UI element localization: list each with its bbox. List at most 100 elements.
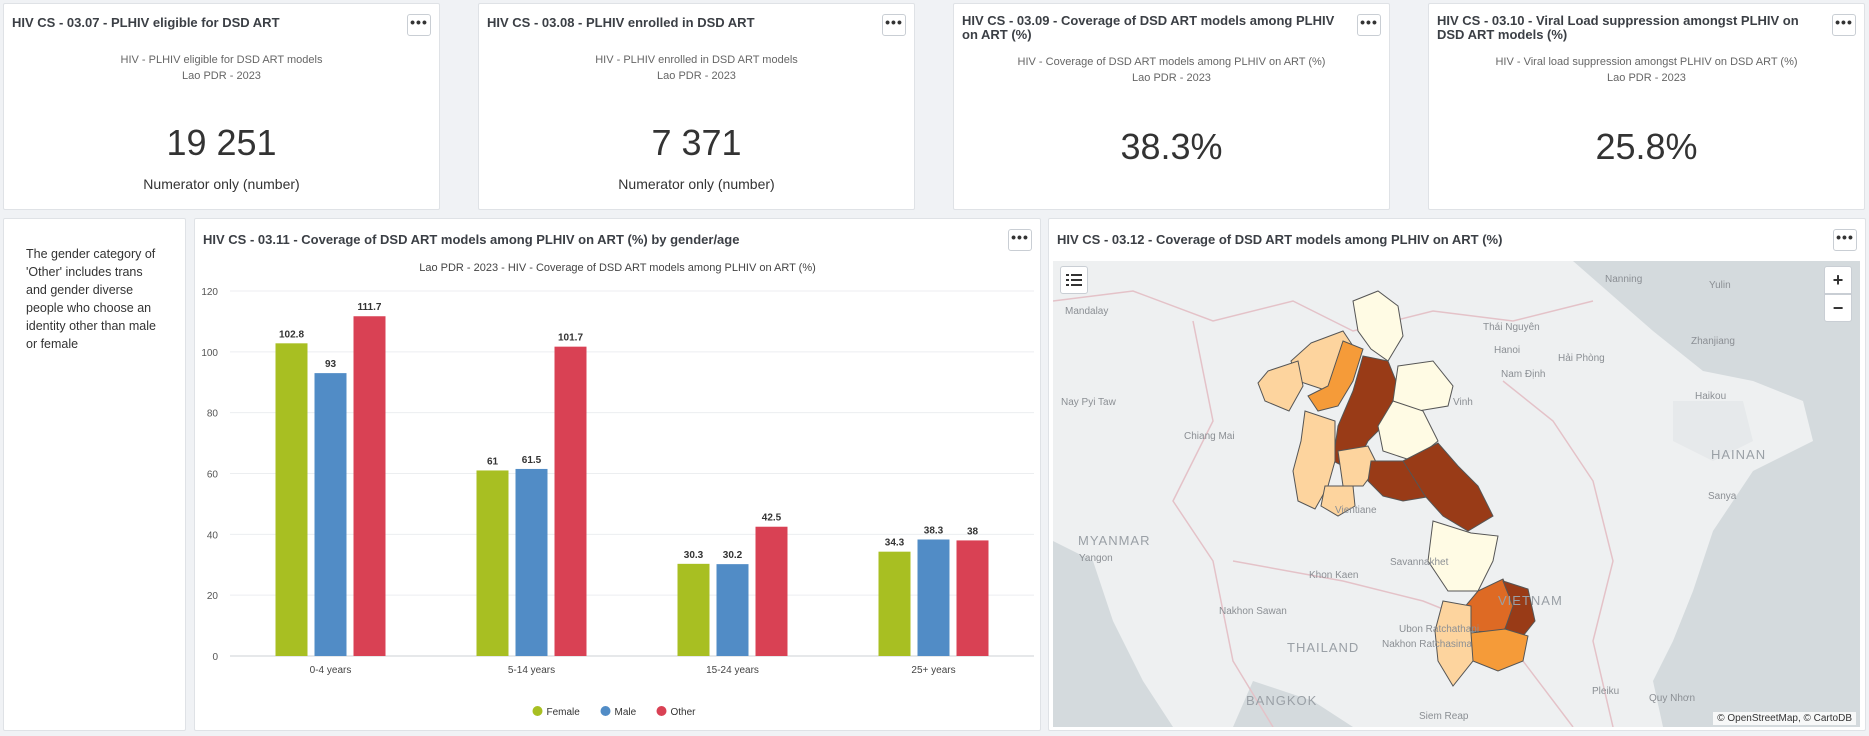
laos-provinces [1257, 290, 1536, 687]
choropleth-map[interactable]: Nanning Yulin Mandalay Thái Nguyên Hanoi… [1053, 261, 1860, 727]
border-line [1053, 290, 1594, 332]
y-tick-label: 80 [207, 409, 219, 420]
kpi-value: 19 251 [166, 122, 277, 163]
bar [353, 316, 386, 656]
kpi-card-enrolled: HIV CS - 03.08 - PLHIV enrolled in DSD A… [478, 3, 915, 210]
border-line [1172, 320, 1274, 727]
place-label: Pleiku [1592, 686, 1620, 697]
sea-area [1053, 541, 1173, 727]
data-label: 42.5 [762, 513, 782, 524]
bar [554, 346, 587, 656]
place-label: Nakhon Ratchasima [1382, 639, 1473, 650]
data-label: 30.2 [723, 550, 743, 561]
kpi-location-year: Lao PDR - 2023 [182, 70, 261, 82]
data-label: 34.3 [885, 538, 905, 549]
zoom-out-button[interactable]: − [1824, 294, 1852, 322]
data-label: 111.7 [358, 302, 382, 313]
legend-toggle-button[interactable] [1060, 266, 1088, 294]
place-label: Ubon Ratchathani [1399, 624, 1480, 635]
province-shape[interactable] [1470, 628, 1529, 672]
sea-area [1573, 261, 1860, 727]
bar-chart: 0 20 40 60 80 100 120 102.8 93 111.7 0-4 years 61 61… [201, 287, 1034, 718]
kpi-subtitle: HIV - Viral load suppression amongst PLH… [1495, 56, 1798, 68]
x-tick-label: 0-4 years [310, 665, 352, 676]
y-tick-label: 20 [207, 591, 219, 602]
country-label: MYANMAR [1078, 533, 1151, 548]
kpi-subtitle: HIV - Coverage of DSD ART models among P… [1017, 56, 1326, 68]
legend-marker [600, 706, 611, 716]
place-label: Khon Kaen [1309, 570, 1359, 581]
bar [956, 540, 989, 656]
place-label: Siem Reap [1419, 711, 1469, 722]
bar [917, 539, 950, 656]
map-background [1053, 261, 1860, 727]
kpi-card-coverage: HIV CS - 03.09 - Coverage of DSD ART mod… [953, 3, 1390, 210]
kpi-title: HIV CS - 03.08 - PLHIV enrolled in DSD A… [487, 15, 755, 30]
place-label: Haikou [1695, 391, 1727, 402]
place-label: Nanning [1605, 274, 1643, 285]
bar [275, 343, 308, 656]
data-label: 38 [967, 526, 979, 537]
data-label: 38.3 [924, 526, 944, 537]
kpi-location-year: Lao PDR - 2023 [657, 70, 736, 82]
bar [476, 470, 509, 656]
province-shape[interactable] [1352, 290, 1404, 362]
data-label: 30.3 [684, 550, 704, 561]
y-tick-label: 40 [207, 530, 219, 541]
y-tick-label: 100 [201, 348, 218, 359]
kpi-caption: Numerator only (number) [618, 176, 775, 192]
province-shape[interactable] [1320, 485, 1356, 517]
province-shape[interactable] [1257, 360, 1304, 412]
kpi-caption: Numerator only (number) [143, 176, 300, 192]
kpi-card-eligible: HIV CS - 03.07 - PLHIV eligible for DSD … [3, 3, 440, 210]
kpi-title: HIV CS - 03.09 - Coverage of DSD ART mod… [962, 13, 1335, 42]
kpi-card-viral-load: HIV CS - 03.10 - Viral Load suppression … [1428, 3, 1865, 210]
place-label: Savannakhet [1390, 557, 1449, 568]
kpi-subtitle: HIV - PLHIV eligible for DSD ART models [120, 54, 323, 66]
kpi-subtitle: HIV - PLHIV enrolled in DSD ART models [595, 54, 798, 66]
bar [878, 551, 911, 656]
bar [515, 468, 548, 656]
country-label: THAILAND [1287, 640, 1360, 655]
place-label: Yangon [1079, 553, 1113, 564]
x-tick-label: 15-24 years [706, 665, 759, 676]
note-text: The gender category of 'Other' includes … [26, 247, 156, 351]
bar [716, 564, 749, 656]
place-label: Vinh [1453, 397, 1473, 408]
legend-marker [532, 706, 543, 716]
province-shape[interactable] [1292, 410, 1336, 510]
more-menu-button[interactable]: ••• [1833, 229, 1857, 251]
data-label: 101.7 [558, 333, 583, 344]
more-menu-button[interactable]: ••• [882, 14, 906, 36]
country-label: VIETNAM [1498, 593, 1563, 608]
y-tick-label: 120 [201, 287, 218, 298]
place-label: Zhanjiang [1691, 336, 1735, 347]
more-menu-button[interactable]: ••• [1008, 229, 1032, 251]
province-shape[interactable] [1307, 340, 1364, 412]
kpi-title: HIV CS - 03.07 - PLHIV eligible for DSD … [12, 15, 280, 30]
place-label: Quy Nhơn [1649, 693, 1696, 704]
map-attribution: © OpenStreetMap, © CartoDB [1713, 712, 1856, 725]
legend-label: Male [615, 707, 637, 718]
place-label: Vientiane [1335, 505, 1377, 516]
chart-subtitle: Lao PDR - 2023 - HIV - Coverage of DSD A… [419, 262, 816, 274]
chart-title: HIV CS - 03.11 - Coverage of DSD ART mod… [203, 232, 740, 247]
province-shape[interactable] [1427, 520, 1499, 592]
kpi-value: 25.8% [1595, 126, 1698, 167]
list-icon [1066, 274, 1082, 286]
zoom-in-button[interactable]: + [1824, 266, 1852, 294]
more-menu-button[interactable]: ••• [1832, 14, 1856, 36]
more-menu-button[interactable]: ••• [1357, 14, 1381, 36]
country-label: HAINAN [1711, 447, 1767, 462]
legend-marker [656, 706, 667, 716]
bar [314, 373, 347, 656]
bar [755, 526, 788, 656]
place-label: Thái Nguyên [1483, 322, 1540, 333]
bar [677, 563, 710, 656]
province-shape[interactable] [1402, 442, 1494, 532]
place-label: Nakhon Sawan [1219, 606, 1287, 617]
y-tick-label: 60 [207, 470, 219, 481]
kpi-value: 38.3% [1120, 126, 1223, 167]
place-label: Chiang Mai [1184, 431, 1235, 442]
more-menu-button[interactable]: ••• [407, 14, 431, 36]
